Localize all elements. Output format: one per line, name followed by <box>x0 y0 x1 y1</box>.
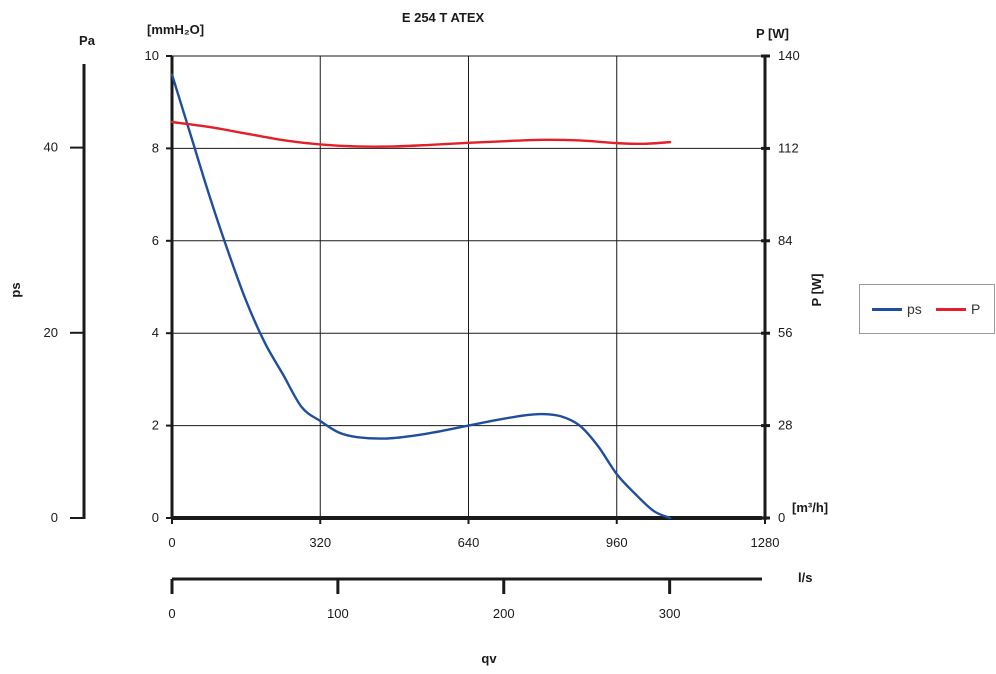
m3h-tick-label: 320 <box>309 535 331 550</box>
watt-tick-label: 140 <box>778 48 800 63</box>
watt-tick-label: 84 <box>778 233 792 248</box>
legend-item-p: P <box>936 301 980 317</box>
pa-unit-label: Pa <box>79 33 96 48</box>
ls-unit-label: l/s <box>798 570 812 585</box>
mmh2o-tick-label: 6 <box>152 233 159 248</box>
series-line-ps <box>170 73 672 520</box>
ls-tick-label: 100 <box>327 606 349 621</box>
m3h-unit-label: [m³/h] <box>792 500 828 515</box>
mmh2o-tick-label: 8 <box>152 140 159 155</box>
mmh2o-tick-label: 0 <box>152 510 159 525</box>
m3h-tick-label: 0 <box>168 535 175 550</box>
watt-tick-label: 28 <box>778 418 792 433</box>
series-lines <box>170 73 672 520</box>
watt-unit-label: P [W] <box>756 26 789 41</box>
grid <box>172 55 765 518</box>
pa-tick-label: 40 <box>44 140 58 155</box>
series-line-p <box>170 120 672 148</box>
left-y-axis-label: ps <box>8 282 23 297</box>
x-axis-label: qv <box>481 651 497 666</box>
watt-tick-label: 112 <box>778 140 799 155</box>
mmh2o-tick-label: 4 <box>152 325 159 340</box>
mmh2o-tick-label: 10 <box>145 48 159 63</box>
legend: ps P <box>859 284 995 334</box>
m3h-tick-label: 1280 <box>751 535 780 550</box>
watt-tick-label: 56 <box>778 325 792 340</box>
legend-swatch-p <box>936 307 966 311</box>
right-y-axis-label: P [W] <box>809 274 824 307</box>
legend-label-ps: ps <box>907 301 922 317</box>
pa-tick-label: 20 <box>44 325 58 340</box>
legend-item-ps: ps <box>872 301 922 317</box>
m3h-tick-label: 640 <box>458 535 480 550</box>
ls-tick-label: 300 <box>659 606 681 621</box>
mmh2o-tick-label: 2 <box>152 418 159 433</box>
ticks: 0246810028568411214003206409601280020406… <box>44 48 800 621</box>
m3h-tick-label: 960 <box>606 535 628 550</box>
mmh2o-unit-label: [mmH₂O] <box>147 22 204 37</box>
watt-tick-label: 0 <box>778 510 785 525</box>
pa-tick-label: 0 <box>51 510 58 525</box>
ls-tick-label: 0 <box>168 606 175 621</box>
ls-tick-label: 200 <box>493 606 515 621</box>
chart-title: E 254 T ATEX <box>402 10 485 25</box>
legend-swatch-ps <box>872 307 902 311</box>
legend-label-p: P <box>971 301 981 317</box>
